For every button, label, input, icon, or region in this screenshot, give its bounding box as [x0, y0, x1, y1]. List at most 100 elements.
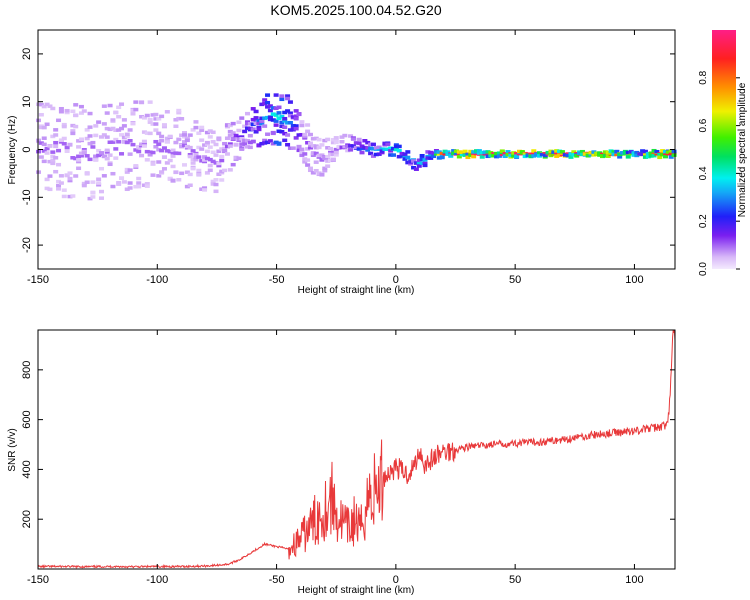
spectrogram-cell [671, 153, 677, 157]
spectrogram-cell [113, 147, 119, 151]
spectrogram-cell [305, 147, 311, 151]
spectrogram-cell [144, 131, 150, 135]
spectrogram-cell [38, 125, 44, 130]
spectrogram-cell [176, 151, 182, 156]
spectrogram-cell [622, 149, 628, 154]
spectrogram-cell [207, 168, 213, 173]
spectrogram-cell [393, 144, 399, 149]
spectrogram-cell [333, 147, 339, 152]
spectrogram-cell [597, 151, 603, 155]
spectrogram-cell [285, 142, 291, 147]
spectrogram-cell [577, 151, 583, 156]
spectrogram-cell [216, 161, 222, 166]
spectrogram-cell [233, 156, 239, 160]
spectrogram-cell [302, 157, 308, 161]
spectrogram-cell [302, 160, 308, 164]
chart-title: KOM5.2025.100.04.52.G20 [270, 2, 441, 18]
spectrogram-cell [56, 118, 62, 123]
spectrogram-cell [551, 150, 557, 154]
spectrogram-cell [104, 148, 110, 153]
spectrogram-x-axis-label: Height of straight line (km) [298, 285, 415, 296]
spectrogram-cell [176, 137, 182, 142]
spectrogram-cell [253, 116, 259, 120]
spectrogram-cell [90, 195, 96, 199]
spectrogram-cell [116, 105, 122, 110]
spectrogram-cell [408, 162, 414, 166]
spectrogram-cell [153, 128, 159, 132]
spectrogram-cell [110, 126, 116, 131]
spectrogram-cell [502, 152, 508, 156]
spectrogram-cell [227, 129, 233, 134]
spectrogram-cell [167, 134, 173, 139]
spectrogram-cell [462, 149, 468, 154]
spectrogram-cell [299, 120, 305, 124]
spectrogram-cell [98, 196, 104, 200]
spectrogram-cell [244, 138, 250, 143]
spectrogram-cell [76, 145, 82, 149]
spectrogram-cell [224, 123, 230, 128]
spectrogram-cell [41, 142, 47, 147]
spectrogram-cell [287, 120, 293, 125]
spectrogram-cell [479, 152, 485, 157]
spectrogram-cell [53, 128, 59, 132]
colorbar-tick-label: 0.8 [698, 70, 709, 84]
spectrogram-cell [96, 148, 102, 153]
spectrogram-cell [488, 151, 494, 155]
spectrogram-cell [127, 168, 133, 172]
spectrogram-cell [391, 153, 397, 157]
spectrogram-cell [270, 141, 276, 146]
spectrogram-cell [130, 112, 136, 116]
colorbar-tick-label: 0.2 [698, 214, 709, 228]
spectrogram-cell [287, 111, 293, 115]
spectrogram-cell [182, 135, 188, 139]
spectrogram-cell [270, 130, 276, 135]
spectrogram-cell [419, 161, 425, 165]
spectrogram-cell [579, 149, 585, 154]
spectrogram-cell [296, 148, 302, 153]
spectrogram-cell [199, 147, 205, 151]
spectrogram-cell [41, 159, 47, 164]
spectrogram-cell [287, 146, 293, 150]
spectrogram-cell [47, 187, 53, 192]
spectrogram-cell [568, 155, 574, 159]
spectrogram-cell [339, 139, 345, 144]
spectrogram-cell [405, 160, 411, 165]
spectrogram-cell [230, 131, 236, 135]
spectrogram-cell [505, 152, 511, 157]
spectrogram-cell [471, 154, 477, 159]
spectrogram-x-tick-label: 0 [393, 274, 399, 286]
spectrogram-cell [328, 158, 334, 163]
spectrogram-cell [139, 100, 145, 105]
spectrogram-cell [67, 194, 73, 199]
spectrogram-cell [204, 156, 210, 161]
spectrogram-cell [534, 152, 540, 156]
spectrogram-cell [262, 101, 268, 106]
spectrogram-cell [319, 172, 325, 177]
spectrogram-cell [58, 138, 64, 142]
spectrogram-cell [285, 96, 291, 101]
spectrogram-cell [242, 129, 248, 134]
spectrogram-cell [153, 112, 159, 117]
spectrogram-cell [61, 142, 67, 146]
spectrogram-cell [531, 151, 537, 156]
spectrogram-cell [411, 159, 417, 163]
spectrogram-cell [474, 149, 480, 153]
spectrogram-cell [107, 162, 113, 167]
spectrogram-cell [348, 134, 354, 138]
spectrogram-cell [104, 135, 110, 139]
spectrogram-cell [67, 142, 73, 147]
spectrogram-cell [116, 180, 122, 185]
spectrogram-cell [620, 151, 626, 155]
spectrogram-cell [199, 138, 205, 142]
spectrogram-cell [602, 150, 608, 154]
spectrogram-cell [307, 141, 313, 146]
spectrogram-cell [113, 110, 119, 115]
spectrogram-cell [368, 151, 374, 156]
spectrogram-cell [73, 124, 79, 129]
spectrogram-cell [416, 158, 422, 162]
spectrogram-cell [38, 155, 44, 159]
spectrogram-cell [602, 154, 608, 158]
spectrogram-cell [396, 154, 402, 159]
spectrogram-cell [164, 161, 170, 165]
snr-frame [37, 329, 676, 570]
